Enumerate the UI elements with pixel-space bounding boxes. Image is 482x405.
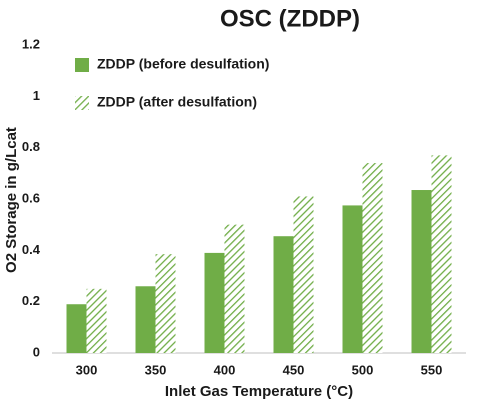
bar: [66, 304, 87, 353]
x-tick-label: 350: [145, 362, 167, 377]
bar: [431, 155, 452, 353]
bar: [224, 224, 245, 353]
y-tick-label: 1.2: [22, 36, 40, 51]
chart-title: OSC (ZDDP): [220, 5, 360, 32]
bar: [86, 288, 107, 353]
legend-swatch: [75, 96, 89, 110]
bar: [342, 205, 363, 353]
y-tick-label: 1: [33, 88, 40, 103]
x-tick-label: 400: [214, 362, 236, 377]
y-tick-label: 0: [33, 344, 40, 359]
x-tick-label: 500: [352, 362, 374, 377]
legend-label: ZDDP (after desulfation): [97, 94, 257, 110]
y-tick-label: 0.2: [22, 293, 40, 308]
bar: [135, 286, 156, 353]
bar: [411, 190, 432, 353]
bar: [204, 252, 225, 353]
y-tick-label: 0.8: [22, 139, 40, 154]
bar: [273, 236, 294, 353]
legend-label: ZDDP (before desulfation): [97, 56, 269, 72]
y-tick-label: 0.4: [22, 242, 41, 257]
x-tick-label: 550: [421, 362, 443, 377]
y-tick-label: 0.6: [22, 190, 40, 205]
legend-swatch: [75, 58, 89, 72]
bar: [362, 163, 383, 353]
bar: [155, 254, 176, 353]
x-tick-label: 450: [283, 362, 305, 377]
bar: [293, 196, 314, 353]
x-axis-label: Inlet Gas Temperature (°C): [165, 383, 353, 400]
y-axis-label: O2 Storage in g/Lcat: [3, 127, 20, 273]
x-tick-label: 300: [76, 362, 98, 377]
